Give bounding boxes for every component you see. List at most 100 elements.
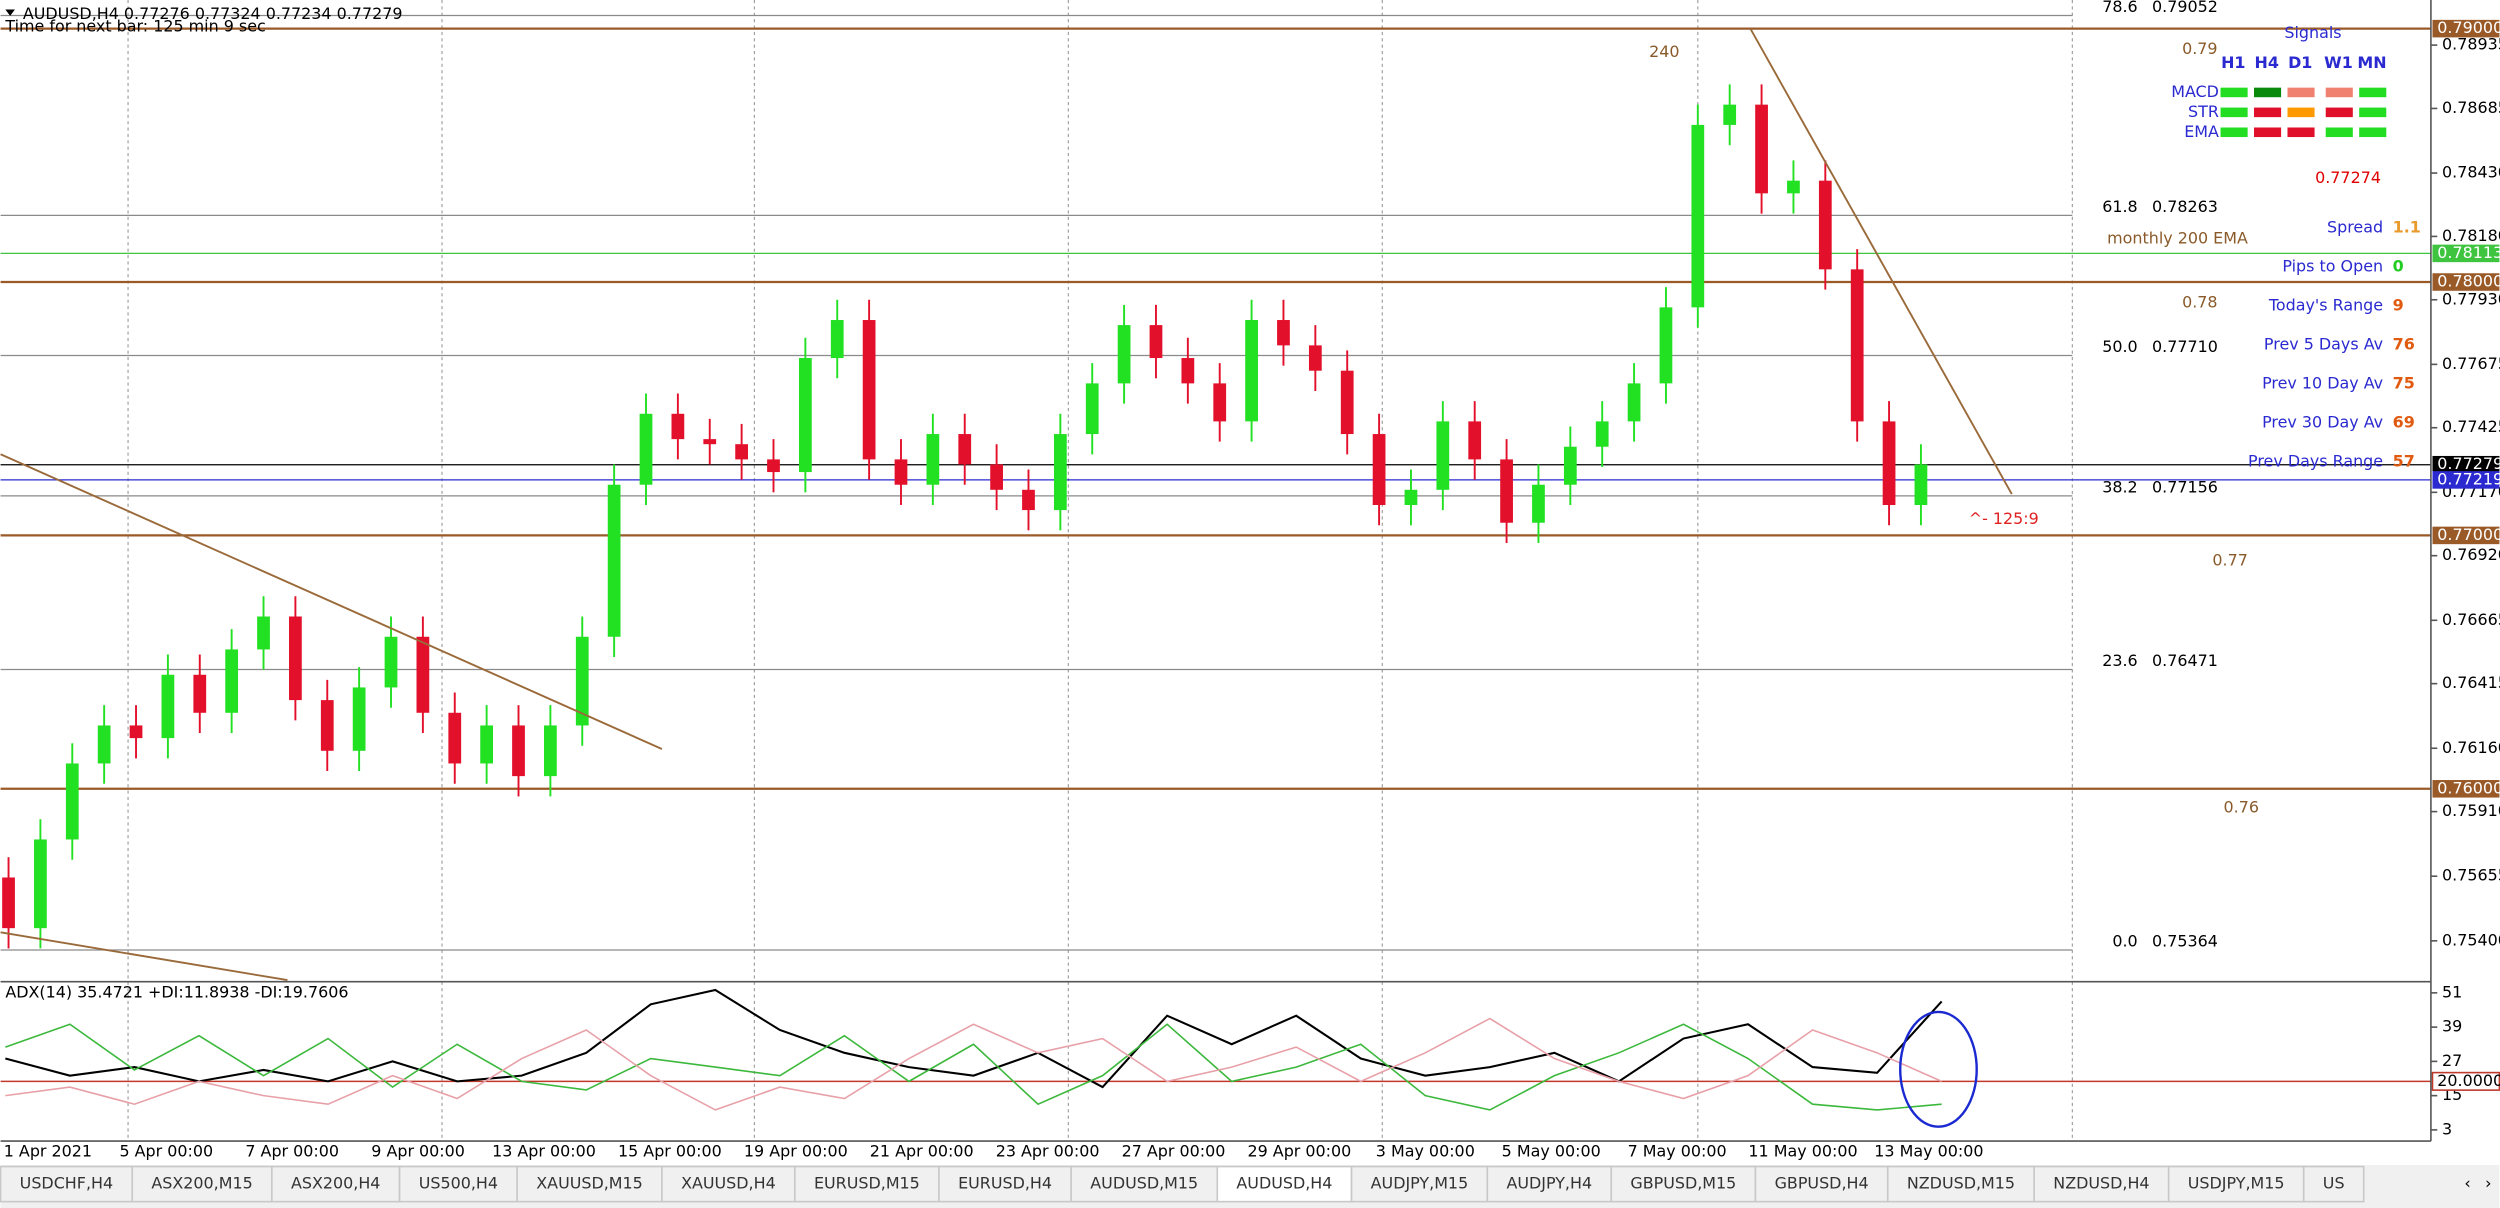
- tab-label[interactable]: ASX200,H4: [291, 1174, 380, 1193]
- tab-box[interactable]: [516, 1165, 663, 1203]
- tab-box[interactable]: [1216, 1165, 1353, 1203]
- tab[interactable]: US500,H4: [398, 1165, 518, 1203]
- tab-label[interactable]: USDJPY,M15: [2188, 1174, 2285, 1193]
- tab-box[interactable]: [0, 1165, 134, 1203]
- candle-body: [990, 464, 1003, 490]
- tab-box[interactable]: [131, 1165, 273, 1203]
- tab-label[interactable]: US500,H4: [419, 1174, 498, 1193]
- candle-body: [512, 725, 525, 777]
- stat-label: Prev 10 Day Av: [2262, 374, 2383, 393]
- adx-title: ADX(14) 35.4721 +DI:11.8938 -DI:19.7606: [5, 982, 348, 1001]
- tab[interactable]: EURUSD,M15: [794, 1165, 940, 1203]
- tab-label[interactable]: US: [2323, 1174, 2345, 1193]
- stat-label: Spread: [2327, 217, 2383, 236]
- tab[interactable]: ASX200,H4: [271, 1165, 401, 1203]
- level-label: 20.0000: [2437, 1071, 2500, 1090]
- tab-label[interactable]: AUDJPY,M15: [1371, 1174, 1469, 1193]
- tab-label[interactable]: AUDUSD,M15: [1090, 1174, 1198, 1193]
- tab-label[interactable]: ASX200,M15: [151, 1174, 252, 1193]
- tab[interactable]: ASX200,M15: [131, 1165, 273, 1203]
- candle-body: [320, 700, 334, 751]
- stat-value: 0: [2393, 256, 2404, 275]
- y-tick-label: 51: [2442, 982, 2462, 1001]
- candle-body: [1532, 484, 1545, 523]
- tab-box[interactable]: [1070, 1165, 1219, 1203]
- candle-body: [416, 636, 430, 713]
- tab[interactable]: EURUSD,H4: [938, 1165, 1072, 1203]
- trendline: [0, 931, 288, 982]
- current-price: 0.77274: [2315, 168, 2381, 187]
- tab-box[interactable]: [2302, 1165, 2365, 1203]
- level-note: 0.77: [2212, 550, 2247, 569]
- tab-label[interactable]: GBPUSD,H4: [1775, 1174, 1869, 1193]
- candle-body: [97, 725, 111, 764]
- candle-body: [1085, 383, 1099, 435]
- x-tick-label: 13 Apr 00:00: [492, 1142, 596, 1161]
- candle-body: [1468, 421, 1482, 460]
- tab[interactable]: AUDUSD,H4: [1216, 1165, 1353, 1203]
- tab[interactable]: GBPUSD,H4: [1754, 1165, 1889, 1203]
- tab-label[interactable]: EURUSD,M15: [814, 1174, 920, 1193]
- tab-label[interactable]: AUDUSD,H4: [1236, 1174, 1332, 1193]
- tab-label[interactable]: GBPUSD,M15: [1630, 1174, 1736, 1193]
- tab-scroll[interactable]: ›: [2485, 1174, 2491, 1193]
- symbol-line: AUDUSD,H4 0.77276 0.77324 0.77234 0.7727…: [23, 4, 403, 23]
- x-tick-label: 15 Apr 00:00: [618, 1142, 722, 1161]
- level-label: 0.79000: [2437, 18, 2500, 37]
- fib-price: 0.77156: [2152, 477, 2218, 496]
- x-tick-label: 1 Apr 2021: [4, 1142, 92, 1161]
- tab[interactable]: GBPUSD,M15: [1610, 1165, 1757, 1203]
- stat-label: Pips to Open: [2282, 256, 2383, 275]
- y-tick-label: 0.76415: [2442, 673, 2500, 692]
- candle-body: [1340, 370, 1354, 435]
- tab-box[interactable]: [938, 1165, 1072, 1203]
- tab-box[interactable]: [2033, 1165, 2170, 1203]
- y-tick-label: 0.77675: [2442, 354, 2500, 373]
- tab-label[interactable]: NZDUSD,M15: [1907, 1174, 2015, 1193]
- candle-body: [1404, 489, 1418, 506]
- signal-cell: [2287, 127, 2315, 138]
- tab[interactable]: NZDUSD,H4: [2033, 1165, 2170, 1203]
- tab-label[interactable]: EURUSD,H4: [958, 1174, 1052, 1193]
- stat-value: 9: [2393, 295, 2404, 314]
- tab-label[interactable]: XAUUSD,H4: [681, 1174, 776, 1193]
- candle-body: [767, 459, 780, 473]
- tab-box[interactable]: [794, 1165, 940, 1203]
- tab[interactable]: AUDJPY,H4: [1486, 1165, 1613, 1203]
- tab[interactable]: AUDUSD,M15: [1070, 1165, 1219, 1203]
- tab-box[interactable]: [1350, 1165, 1489, 1203]
- tab-box[interactable]: [1486, 1165, 1613, 1203]
- tab-label[interactable]: USDCHF,H4: [20, 1174, 113, 1193]
- candle-body: [575, 636, 589, 726]
- tab[interactable]: NZDUSD,M15: [1886, 1165, 2035, 1203]
- menu-arrow[interactable]: [5, 9, 15, 16]
- tab[interactable]: US: [2302, 1165, 2365, 1203]
- tab-box[interactable]: [1886, 1165, 2035, 1203]
- tab[interactable]: XAUUSD,M15: [516, 1165, 663, 1203]
- signal-column: MN: [2357, 53, 2386, 72]
- level-tag: [2432, 244, 2500, 263]
- tab-box[interactable]: [1610, 1165, 1757, 1203]
- tab[interactable]: USDJPY,M15: [2167, 1165, 2305, 1203]
- tab-box[interactable]: [661, 1165, 796, 1203]
- candle-body: [1691, 124, 1705, 308]
- candle-body: [607, 484, 621, 637]
- level-note: 0.79: [2182, 39, 2217, 58]
- candle-body: [862, 320, 876, 460]
- candle-body: [1277, 320, 1290, 346]
- tab[interactable]: AUDJPY,M15: [1350, 1165, 1489, 1203]
- tab-label[interactable]: NZDUSD,H4: [2053, 1174, 2149, 1193]
- tab[interactable]: XAUUSD,H4: [661, 1165, 796, 1203]
- tab-label[interactable]: XAUUSD,M15: [536, 1174, 643, 1193]
- tab-box[interactable]: [271, 1165, 401, 1203]
- signal-cell: [2325, 127, 2353, 138]
- tab[interactable]: USDCHF,H4: [0, 1165, 134, 1203]
- tab-scroll[interactable]: ‹: [2464, 1174, 2470, 1193]
- candle-body: [958, 434, 972, 465]
- y-tick-label: 0.76665: [2442, 610, 2500, 629]
- fib-ratio: 78.6: [2102, 0, 2137, 16]
- tab-label[interactable]: AUDJPY,H4: [1506, 1174, 1592, 1193]
